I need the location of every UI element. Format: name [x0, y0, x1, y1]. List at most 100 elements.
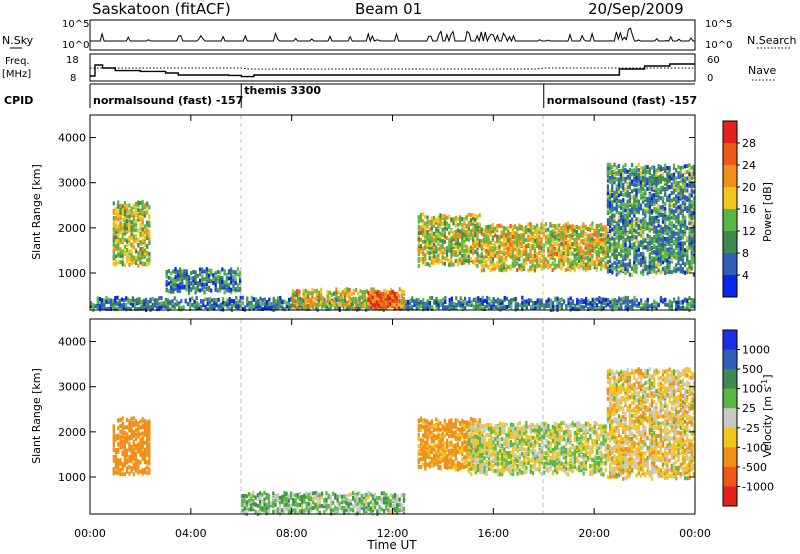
heatmap-cell [130, 430, 133, 435]
heatmap-cell [121, 256, 124, 261]
heatmap-cell [600, 227, 603, 231]
heatmap-cell [593, 263, 596, 268]
heatmap-cell [459, 251, 462, 256]
heatmap-cell [422, 231, 425, 236]
heatmap-cell [564, 230, 567, 235]
heatmap-cell [587, 299, 590, 304]
heatmap-cell [615, 235, 618, 240]
heatmap-cell [573, 257, 576, 261]
heatmap-cell [690, 188, 693, 193]
heatmap-cell [505, 226, 508, 231]
heatmap-cell [117, 433, 120, 438]
heatmap-cell [620, 217, 623, 221]
heatmap-cell [141, 216, 144, 220]
heatmap-cell [596, 303, 599, 308]
heatmap-cell [402, 290, 406, 294]
heatmap-cell [411, 298, 414, 303]
heatmap-cell [465, 230, 468, 235]
heatmap-cell [635, 303, 638, 308]
heatmap-cell [620, 259, 623, 264]
heatmap-cell [578, 264, 581, 268]
heatmap-cell [606, 166, 609, 171]
heatmap-cell [326, 290, 329, 294]
heatmap-cell [677, 222, 680, 227]
heatmap-cell [677, 247, 680, 252]
heatmap-cell [681, 250, 684, 255]
heatmap-cell [114, 224, 118, 229]
heatmap-cell [422, 252, 425, 257]
heatmap-cell [617, 252, 620, 257]
heatmap-cell [500, 264, 503, 268]
heatmap-cell [117, 246, 120, 251]
heatmap-cell [533, 249, 536, 254]
heatmap-cell [675, 239, 678, 244]
heatmap-cell [456, 262, 459, 267]
heatmap-cell [533, 225, 536, 230]
heatmap-cell [494, 246, 497, 251]
heatmap-cell [549, 304, 552, 309]
heatmap-cell [472, 297, 475, 302]
heatmap-cell [591, 225, 594, 229]
heatmap-cell [121, 427, 124, 432]
heatmap-cell [505, 246, 508, 250]
heatmap-cell [498, 239, 501, 244]
heatmap-cell [609, 197, 612, 202]
heatmap-cell [139, 451, 142, 455]
heatmap-cell [502, 257, 505, 262]
heatmap-cell [285, 304, 288, 309]
heatmap-cell [441, 239, 444, 243]
heatmap-cell [664, 168, 667, 172]
heatmap-cell [417, 263, 420, 268]
heatmap-cell [531, 246, 534, 251]
heatmap-cell [672, 266, 676, 271]
heatmap-cell [626, 256, 629, 261]
heatmap-cell [510, 305, 513, 310]
heatmap-cell [640, 306, 643, 311]
heatmap-cell [593, 245, 596, 250]
heatmap-cell [657, 218, 660, 223]
heatmap-cell [617, 189, 620, 193]
heatmap-cell [227, 285, 231, 289]
heatmap-cell [141, 219, 144, 224]
heatmap-cell [633, 295, 636, 300]
heatmap-cell [650, 236, 654, 241]
heatmap-cell [670, 247, 673, 252]
heatmap-cell [199, 278, 202, 283]
heatmap-cell [472, 237, 475, 242]
heatmap-cell [628, 175, 631, 179]
heatmap-cell [507, 242, 510, 247]
heatmap-cell [335, 294, 338, 298]
heatmap-cell [117, 200, 120, 205]
heatmap-cell [659, 195, 662, 200]
heatmap-cell [690, 237, 693, 242]
heatmap-cell [677, 267, 680, 272]
freq-tick-top: 18 [66, 55, 79, 66]
heatmap-cell [288, 305, 291, 310]
heatmap-cell [446, 305, 449, 310]
heatmap-cell [578, 236, 581, 241]
heatmap-cell [464, 306, 467, 310]
heatmap-cell [606, 178, 609, 183]
heatmap-cell [516, 246, 519, 251]
heatmap-cell [424, 262, 427, 267]
heatmap-cell [648, 252, 651, 257]
heatmap-cell [272, 296, 275, 301]
heatmap-cell [430, 237, 433, 242]
heatmap-cell [688, 183, 691, 188]
heatmap-cell [112, 471, 115, 476]
heatmap-cell [389, 293, 392, 298]
heatmap-cell [670, 270, 673, 275]
heatmap-cell [650, 180, 654, 185]
heatmap-cell [620, 168, 623, 173]
heatmap-cell [602, 232, 605, 237]
heatmap-cell [617, 164, 620, 168]
heatmap-cell [507, 237, 510, 242]
heatmap-cell [446, 255, 449, 260]
heatmap-cell [518, 248, 521, 253]
heatmap-cell [648, 193, 651, 197]
heatmap-cell [496, 265, 499, 269]
heatmap-cell [129, 301, 132, 306]
heatmap-cell [443, 221, 446, 226]
heatmap-cell [232, 270, 235, 274]
